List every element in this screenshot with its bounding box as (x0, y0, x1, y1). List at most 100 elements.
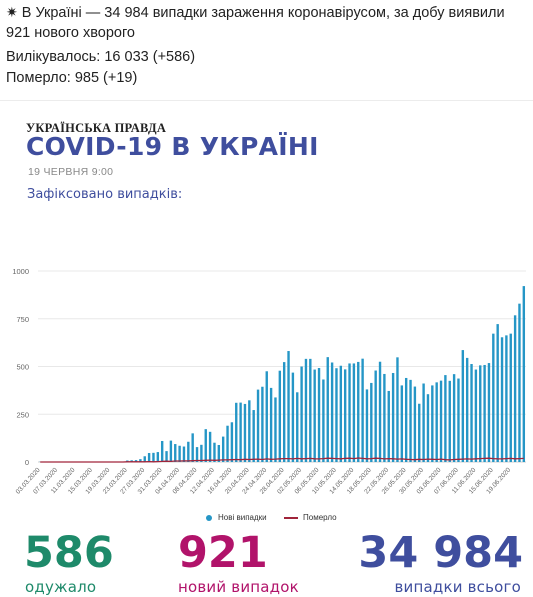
y-tick-label: 750 (16, 315, 29, 324)
bar (265, 371, 268, 462)
bar (400, 385, 404, 462)
bar (204, 429, 207, 462)
bar (470, 364, 473, 462)
bar (383, 373, 386, 462)
bar (465, 357, 469, 462)
bar (339, 365, 343, 462)
bar (191, 433, 194, 462)
bar (152, 452, 155, 462)
bar (518, 303, 521, 462)
bar (431, 385, 434, 462)
bar (500, 337, 504, 462)
bar (396, 357, 399, 462)
bar (134, 460, 138, 462)
bar (143, 456, 146, 462)
bar (208, 431, 212, 462)
bar (444, 375, 447, 462)
bar (435, 382, 438, 462)
chart-subtitle: Зафіксовано випадків: (27, 187, 183, 202)
bar (457, 378, 460, 462)
bar (461, 350, 465, 462)
bar (304, 358, 308, 462)
died-line: Померло: 985 (+19) (6, 70, 138, 86)
bar (452, 374, 456, 462)
bar (348, 363, 351, 462)
legend-deaths-label: Померло (303, 513, 337, 522)
y-tick-label: 500 (16, 363, 29, 372)
total-value: 34 984 (358, 528, 523, 578)
bar (374, 370, 377, 462)
bar (130, 460, 133, 462)
y-tick-label: 250 (16, 410, 29, 419)
headline-text: В Україні — 34 984 випадки зараження кор… (6, 5, 505, 41)
bar (200, 444, 203, 462)
bar (261, 386, 264, 462)
y-tick-label: 1000 (12, 267, 29, 276)
bar (230, 422, 234, 462)
bar (243, 403, 247, 462)
bar (174, 444, 177, 462)
bar (365, 389, 369, 462)
bar (326, 357, 329, 462)
post-text: ✷ В Україні — 34 984 випадки зараження к… (6, 2, 528, 88)
bar (182, 446, 186, 462)
bar (492, 333, 495, 462)
bar (139, 459, 142, 462)
legend-new-cases-label: Нові випадки (218, 513, 267, 522)
bar (487, 363, 491, 462)
bar (378, 361, 382, 462)
legend-new-cases: Нові випадки (206, 513, 267, 522)
new-cases-label: новий випадок (178, 578, 299, 596)
bar (513, 315, 517, 462)
bar (322, 379, 325, 462)
recovered-line: Вилікувалось: 16 033 (+586) (6, 49, 196, 65)
bar (357, 361, 360, 462)
bar (370, 382, 373, 462)
bar (505, 335, 508, 462)
bar (269, 387, 273, 462)
bar (418, 403, 421, 462)
bar (387, 390, 390, 462)
bar (256, 389, 260, 462)
infographic-card: УКРАЇНСЬКА ПРАВДА COVID-19 В УКРАЇНІ 19 … (0, 100, 533, 597)
bar (239, 402, 242, 462)
bar (330, 362, 334, 462)
bar (522, 286, 526, 462)
star-icon: ✷ (6, 4, 18, 20)
bar (479, 365, 482, 462)
bar (313, 369, 316, 462)
post-headline: ✷ В Україні — 34 984 випадки зараження к… (6, 2, 528, 43)
bar (165, 451, 168, 462)
bar (509, 333, 512, 462)
brand-logo: УКРАЇНСЬКА ПРАВДА (26, 121, 167, 135)
bar (147, 453, 151, 462)
bar (413, 386, 417, 462)
bar (252, 410, 255, 462)
bar (278, 370, 282, 462)
bar (474, 369, 478, 462)
legend-dot-icon (206, 514, 212, 521)
infographic-date: 19 ЧЕРВНЯ 9:00 (28, 166, 114, 178)
bar (213, 442, 216, 462)
bar (309, 358, 312, 462)
recovered-label: одужало (25, 578, 97, 596)
bar (221, 436, 225, 462)
bar (178, 445, 181, 462)
bar (335, 368, 338, 462)
bar (226, 425, 229, 462)
bar (343, 369, 347, 462)
legend-deaths: Померло (284, 513, 337, 522)
bar (169, 440, 173, 462)
bar (352, 363, 356, 462)
bar (217, 445, 221, 462)
bar (195, 447, 199, 462)
infographic-title: COVID-19 В УКРАЇНІ (26, 132, 319, 161)
bar (160, 440, 164, 462)
legend-line-icon (284, 516, 298, 519)
bar (439, 380, 443, 462)
bar (248, 400, 251, 462)
bar (291, 372, 295, 462)
bar (282, 362, 286, 462)
y-tick-label: 0 (25, 458, 29, 467)
bar (317, 368, 321, 462)
